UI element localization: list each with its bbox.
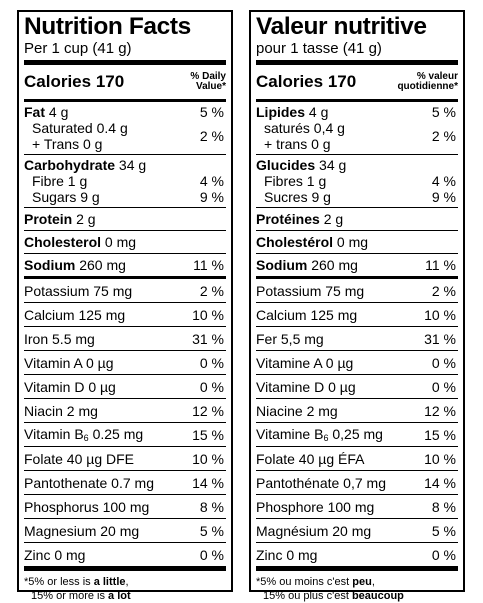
micro-row: Magnesium 20 mg 5 %	[24, 518, 226, 542]
micro-row: Pantothenate 0.7 mg 14 %	[24, 470, 226, 494]
serving-size: pour 1 tasse (41 g)	[256, 40, 382, 57]
divider	[24, 99, 226, 102]
calories-label: Calories	[24, 72, 92, 91]
micro-row: Zinc 0 mg 0 %	[256, 542, 458, 566]
micro-row: Niacine 2 mg 12 %	[256, 398, 458, 422]
micro-row: Iron 5.5 mg 31 %	[24, 326, 226, 350]
divider	[256, 60, 458, 65]
protein-row: Protéines 2 g	[256, 207, 458, 230]
cholesterol-row: Cholestérol 0 mg	[256, 230, 458, 253]
micro-row: Calcium 125 mg 10 %	[256, 302, 458, 326]
micro-row: Zinc 0 mg 0 %	[24, 542, 226, 566]
calories-row: Calories 170 % valeur quotidienne*	[256, 65, 458, 99]
micro-row: Potassium 75 mg 2 %	[24, 276, 226, 302]
sodium-row: Sodium 260 mg 11 %	[24, 253, 226, 276]
micro-row: Niacin 2 mg 12 %	[24, 398, 226, 422]
daily-value-header: % Daily Value*	[190, 71, 226, 92]
micro-row: Folate 40 µg DFE 10 %	[24, 446, 226, 470]
micro-row: Magnésium 20 mg 5 %	[256, 518, 458, 542]
nutrition-facts-panel-french: Valeur nutritive pour 1 tasse (41 g) Cal…	[249, 10, 465, 602]
micro-row: Folate 40 µg ÉFA 10 %	[256, 446, 458, 470]
calories-value: 170	[327, 72, 357, 91]
nutrition-facts-panel-english: Nutrition Facts Per 1 cup (41 g) Calorie…	[17, 10, 233, 602]
sodium-row: Sodium 260 mg 11 %	[256, 253, 458, 276]
calories-row: Calories 170 % Daily Value*	[24, 65, 226, 99]
calories-value: 170	[95, 72, 125, 91]
micro-row: Vitamine A 0 µg 0 %	[256, 350, 458, 374]
divider	[256, 99, 458, 102]
divider	[24, 60, 226, 65]
divider	[256, 566, 458, 571]
micro-row: Vitamin B6 0.25 mg 15 %	[24, 422, 226, 446]
protein-row: Protein 2 g	[24, 207, 226, 230]
cholesterol-row: Cholesterol 0 mg	[24, 230, 226, 253]
micro-row: Pantothénate 0,7 mg 14 %	[256, 470, 458, 494]
micro-row: Phosphorus 100 mg 8 %	[24, 494, 226, 518]
panel-title: Nutrition Facts	[24, 13, 191, 40]
daily-value-header: % valeur quotidienne*	[397, 71, 458, 92]
micro-row: Vitamine B6 0,25 mg 15 %	[256, 422, 458, 446]
micro-row: Vitamin A 0 µg 0 %	[24, 350, 226, 374]
footnote: *5% or less is a little, 15% or more is …	[24, 576, 131, 602]
micro-row: Phosphore 100 mg 8 %	[256, 494, 458, 518]
footnote: *5% ou moins c'est peu, 15% ou plus c'es…	[256, 576, 404, 602]
micro-row: Potassium 75 mg 2 %	[256, 276, 458, 302]
micro-row: Calcium 125 mg 10 %	[24, 302, 226, 326]
divider	[24, 566, 226, 571]
panel-title: Valeur nutritive	[256, 13, 427, 40]
micro-row: Vitamin D 0 µg 0 %	[24, 374, 226, 398]
micro-row: Fer 5,5 mg 31 %	[256, 326, 458, 350]
micro-row: Vitamine D 0 µg 0 %	[256, 374, 458, 398]
calories-label: Calories	[256, 72, 324, 91]
serving-size: Per 1 cup (41 g)	[24, 40, 132, 57]
